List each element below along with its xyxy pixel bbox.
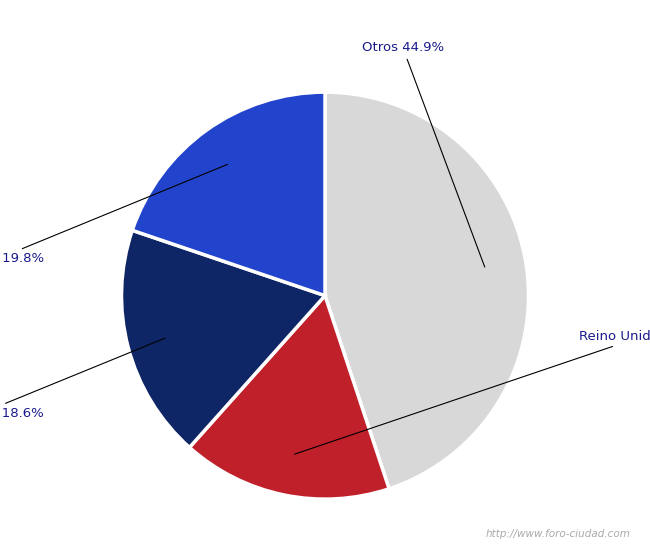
Text: Olocau - Turistas extranjeros según país - Julio de 2024: Olocau - Turistas extranjeros según país… [104, 13, 546, 29]
Wedge shape [122, 230, 325, 447]
Text: Países Bajos 18.6%: Países Bajos 18.6% [0, 338, 165, 420]
Wedge shape [325, 92, 528, 489]
Text: Otros 44.9%: Otros 44.9% [361, 41, 485, 267]
Text: Francia 19.8%: Francia 19.8% [0, 164, 227, 266]
Text: http://www.foro-ciudad.com: http://www.foro-ciudad.com [486, 529, 630, 539]
Wedge shape [189, 296, 389, 499]
Text: Reino Unido 16.7%: Reino Unido 16.7% [294, 330, 650, 454]
Wedge shape [132, 92, 325, 296]
